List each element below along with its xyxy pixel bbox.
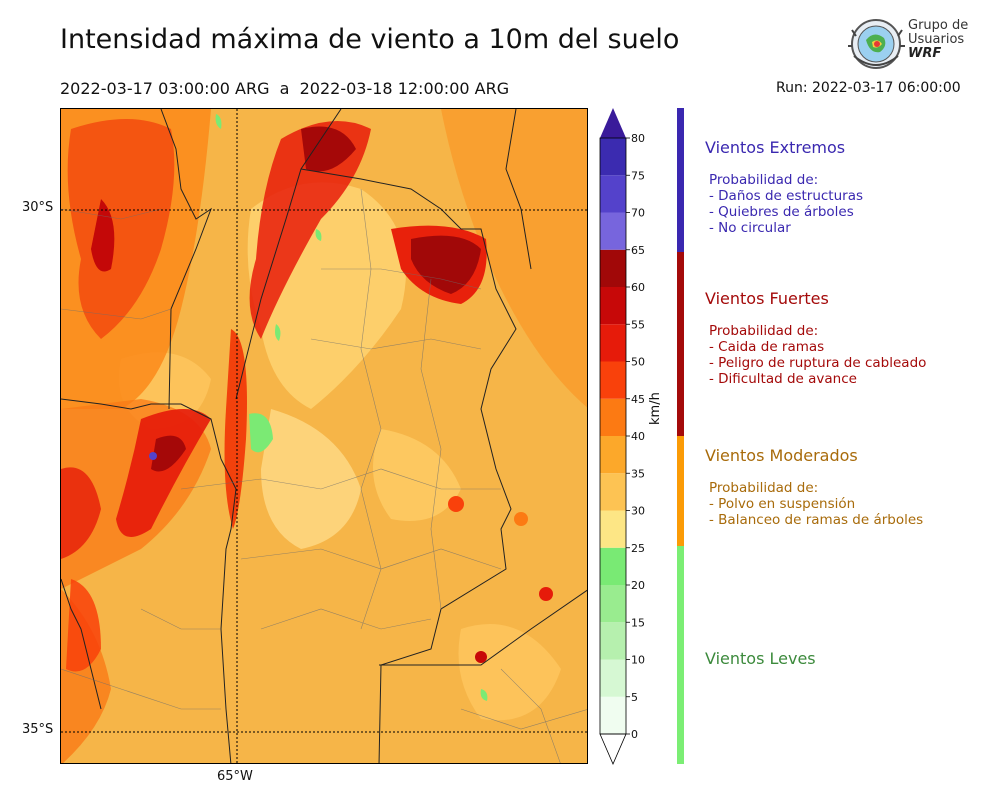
colorbar-tick-label: 65 xyxy=(631,244,645,257)
lat-label-35s: 35°S xyxy=(22,722,54,737)
colorbar-bin xyxy=(600,547,626,585)
valid-period: 2022-03-17 03:00:00 ARG a 2022-03-18 12:… xyxy=(60,79,510,98)
colorbar-bin xyxy=(600,398,626,436)
colorbar-tick-label: 50 xyxy=(631,356,645,369)
colorbar-tick-label: 75 xyxy=(631,169,645,182)
graticule xyxy=(61,109,587,763)
colorbar-bin xyxy=(600,249,626,287)
colorbar-tick-label: 5 xyxy=(631,691,638,704)
colorbar-bin xyxy=(600,696,626,734)
colorbar-tick-label: 20 xyxy=(631,579,645,592)
category-title-moderados: Vientos Moderados xyxy=(705,446,858,465)
map-title: Intensidad máxima de viento a 10m del su… xyxy=(60,24,680,55)
colorbar-over-arrow xyxy=(600,108,626,138)
colorbar-bin xyxy=(600,659,626,697)
colorbar-tick-label: 60 xyxy=(631,281,645,294)
category-title-fuertes: Vientos Fuertes xyxy=(705,289,829,308)
colorbar-bin xyxy=(600,436,626,474)
category-text-fuertes: Probabilidad de: - Caida de ramas - Peli… xyxy=(709,323,927,387)
category-bar-extremos xyxy=(677,108,684,252)
colorbar-bin xyxy=(600,622,626,660)
colorbar-tick-label: 25 xyxy=(631,542,645,555)
colorbar-tick-label: 35 xyxy=(631,467,645,480)
run-time: Run: 2022-03-17 06:00:00 xyxy=(776,80,961,96)
colorbar: 0 5 10 15 20 25 30 35 40 45 50 55 60 65 70 75 80 xyxy=(598,108,658,768)
colorbar-bin xyxy=(600,138,626,176)
colorbar-unit: km/h xyxy=(648,392,663,425)
colorbar-tick-label: 70 xyxy=(631,207,645,220)
category-title-leves: Vientos Leves xyxy=(705,649,816,668)
colorbar-bin xyxy=(600,510,626,548)
colorbar-tick-label: 10 xyxy=(631,654,645,667)
colorbar-under-arrow xyxy=(599,733,627,766)
colorbar-tick-label: 0 xyxy=(631,728,638,741)
category-bar-moderados xyxy=(677,436,684,546)
colorbar-bin xyxy=(600,212,626,250)
wind-map xyxy=(60,108,588,764)
colorbar-tick-label: 40 xyxy=(631,430,645,443)
category-bar-leves xyxy=(677,546,684,764)
lat-label-30s: 30°S xyxy=(22,200,54,215)
grupo-wrf-logo: Grupo de Usuarios WRF xyxy=(848,16,973,74)
colorbar-tick-label: 15 xyxy=(631,616,645,629)
lon-label-65w: 65°W xyxy=(217,769,253,784)
colorbar-bin xyxy=(600,585,626,623)
colorbar-tick-label: 80 xyxy=(631,132,645,145)
category-text-moderados: Probabilidad de: - Polvo en suspensión -… xyxy=(709,480,924,528)
colorbar-tick-label: 45 xyxy=(631,393,645,406)
category-title-extremos: Vientos Extremos xyxy=(705,138,846,157)
colorbar-bin xyxy=(600,324,626,362)
colorbar-bin xyxy=(600,287,626,325)
colorbar-tick-label: 30 xyxy=(631,505,645,518)
colorbar-bin xyxy=(600,473,626,511)
colorbar-bin xyxy=(600,361,626,399)
logo-text: Grupo de Usuarios WRF xyxy=(908,18,969,61)
colorbar-tick-label: 55 xyxy=(631,318,645,331)
colorbar-bin xyxy=(600,175,626,213)
globe-icon xyxy=(848,19,905,69)
wind-field xyxy=(61,109,587,763)
category-bar-fuertes xyxy=(677,252,684,436)
category-text-extremos: Probabilidad de: - Daños de estructuras … xyxy=(709,172,864,236)
colorbar-scale: 0 5 10 15 20 25 30 35 40 45 50 55 60 65 70 75 80 xyxy=(599,108,645,766)
